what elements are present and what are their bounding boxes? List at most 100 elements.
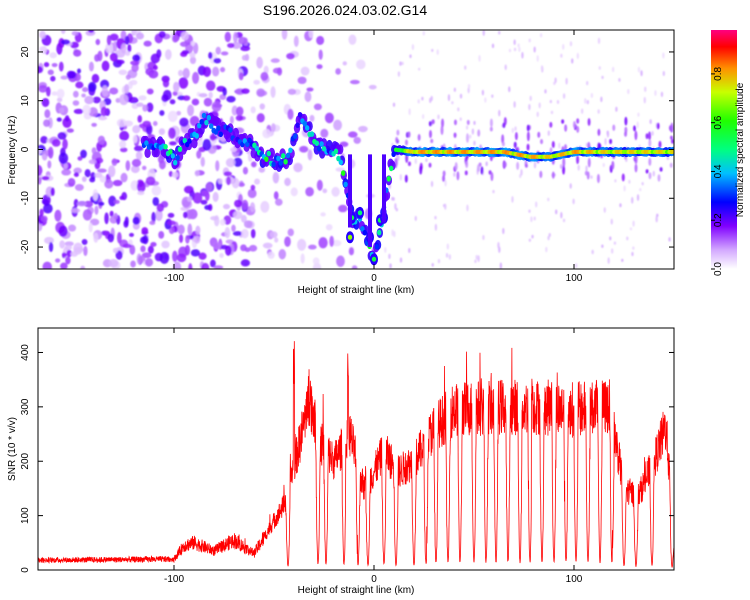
snr-x-ticks: -100 0 100 xyxy=(164,328,583,585)
spectrogram-cell xyxy=(539,33,543,38)
spectrogram-cell xyxy=(164,49,172,60)
spectrogram-cell xyxy=(240,45,251,52)
spectrogram-cell xyxy=(331,186,340,197)
spectrogram-cell xyxy=(62,117,72,128)
spectrogram-cell xyxy=(94,205,99,215)
spectrogram-cell xyxy=(142,104,148,112)
spectrogram-cell xyxy=(648,131,652,141)
spectrogram-cell xyxy=(293,35,299,47)
spectrogram-cell xyxy=(213,265,224,269)
spectrogram-cell xyxy=(141,230,149,235)
spectrogram-cell xyxy=(651,130,654,136)
spectrogram-cell xyxy=(177,224,185,235)
spectrogram-cell xyxy=(229,115,234,125)
ridge-core xyxy=(163,143,168,150)
snr-y-tick-label: 0 xyxy=(20,567,31,573)
spectrogram-y-tick-label: -20 xyxy=(20,239,31,254)
spectrogram-cell xyxy=(72,100,80,106)
spectrogram-cell xyxy=(215,46,221,55)
ridge-core xyxy=(187,138,192,144)
ridge-core xyxy=(264,156,269,162)
spectrogram-cell xyxy=(222,87,227,96)
spectrogram-cell xyxy=(560,211,563,219)
spectrogram-y-tick-label: 20 xyxy=(20,46,31,58)
ridge-halo xyxy=(153,147,160,158)
spectrogram-cell xyxy=(205,80,216,91)
spectrogram-cell xyxy=(453,172,456,177)
ridge-core xyxy=(245,141,250,148)
spectrogram-cell xyxy=(453,132,457,138)
ridge-core xyxy=(204,119,209,126)
spectrogram-cell xyxy=(491,43,495,49)
spectrogram-cell xyxy=(489,126,493,132)
spectrogram-cell xyxy=(247,188,257,199)
spectrogram-cell xyxy=(219,67,226,73)
spectrogram-cell xyxy=(182,95,191,101)
spectrogram-cell xyxy=(240,214,247,223)
spectrogram-cell xyxy=(508,48,512,53)
spectrogram-cell xyxy=(136,180,146,193)
spectrogram-cell xyxy=(98,115,108,121)
spectrogram-cell xyxy=(544,89,547,94)
spectrogram-cell xyxy=(626,236,629,241)
spectrogram-cell xyxy=(662,52,665,59)
spectrogram-cell xyxy=(205,182,213,192)
spectrogram-cell xyxy=(666,156,670,160)
spectrogram-cell xyxy=(305,186,314,197)
spectrogram-cell xyxy=(644,86,647,92)
spectrogram-cell xyxy=(431,48,434,52)
spectrogram-cell xyxy=(189,56,197,65)
spectrogram-cell xyxy=(130,165,140,174)
spectrogram-y-tick-label: 10 xyxy=(20,95,31,107)
spectrogram-cell xyxy=(151,211,156,223)
spectrogram-cell xyxy=(159,251,170,264)
spectrogram-cell xyxy=(569,41,573,47)
spectrogram-cell xyxy=(576,126,580,133)
spectrogram-cell xyxy=(613,241,617,245)
spectrogram-cell xyxy=(56,117,62,122)
spectrogram-cell xyxy=(101,60,110,72)
spectrogram-cell xyxy=(408,108,411,116)
spectrogram-cell xyxy=(655,215,658,223)
spectrogram-cell xyxy=(142,165,147,171)
spectrogram-cell xyxy=(627,89,630,95)
spectrogram-cell xyxy=(648,157,652,166)
spectrogram-cell xyxy=(212,191,219,202)
spectrogram-cell xyxy=(62,138,68,150)
spectrogram-cell xyxy=(576,118,580,124)
ridge-core xyxy=(374,244,379,250)
spectrogram-cell xyxy=(243,220,253,229)
spectrogram-cell xyxy=(176,253,187,263)
spectrogram-cell xyxy=(437,258,441,264)
ridge-halo xyxy=(214,117,221,128)
spectrogram-cell xyxy=(537,131,541,138)
spectrogram-cell xyxy=(137,190,145,196)
spectrogram-cell xyxy=(81,176,87,182)
spectrogram-cell xyxy=(564,124,568,132)
spectrogram-cell xyxy=(186,196,193,202)
spectrogram-cell xyxy=(137,115,143,123)
spectrogram-cell xyxy=(477,129,481,137)
spectrogram-cell xyxy=(41,176,50,181)
spectrogram-cell xyxy=(590,175,593,179)
spectrogram-cell xyxy=(442,175,446,182)
spectrogram-cell xyxy=(533,161,537,169)
spectrogram-cell xyxy=(118,69,128,75)
spectrogram-cell xyxy=(473,140,476,146)
spectrogram-cell xyxy=(77,68,82,74)
spectrogram-cell xyxy=(440,125,444,136)
spectrogram-cell xyxy=(524,163,528,168)
spectrogram-cell xyxy=(659,167,663,172)
spectrogram-cell xyxy=(38,65,43,74)
ridge-core xyxy=(319,141,324,147)
spectrogram-cell xyxy=(656,213,659,218)
spectrogram-cell xyxy=(57,132,67,140)
spectrogram-cell xyxy=(306,87,314,92)
ridge-core xyxy=(669,149,674,155)
ridge-core xyxy=(338,159,343,166)
spectrogram-cell xyxy=(320,128,329,139)
colorbar-tick-label: 0.8 xyxy=(713,67,724,81)
spectrogram-cell xyxy=(223,171,232,177)
spectrogram-cell xyxy=(233,157,243,167)
spectrogram-cell xyxy=(142,120,152,128)
